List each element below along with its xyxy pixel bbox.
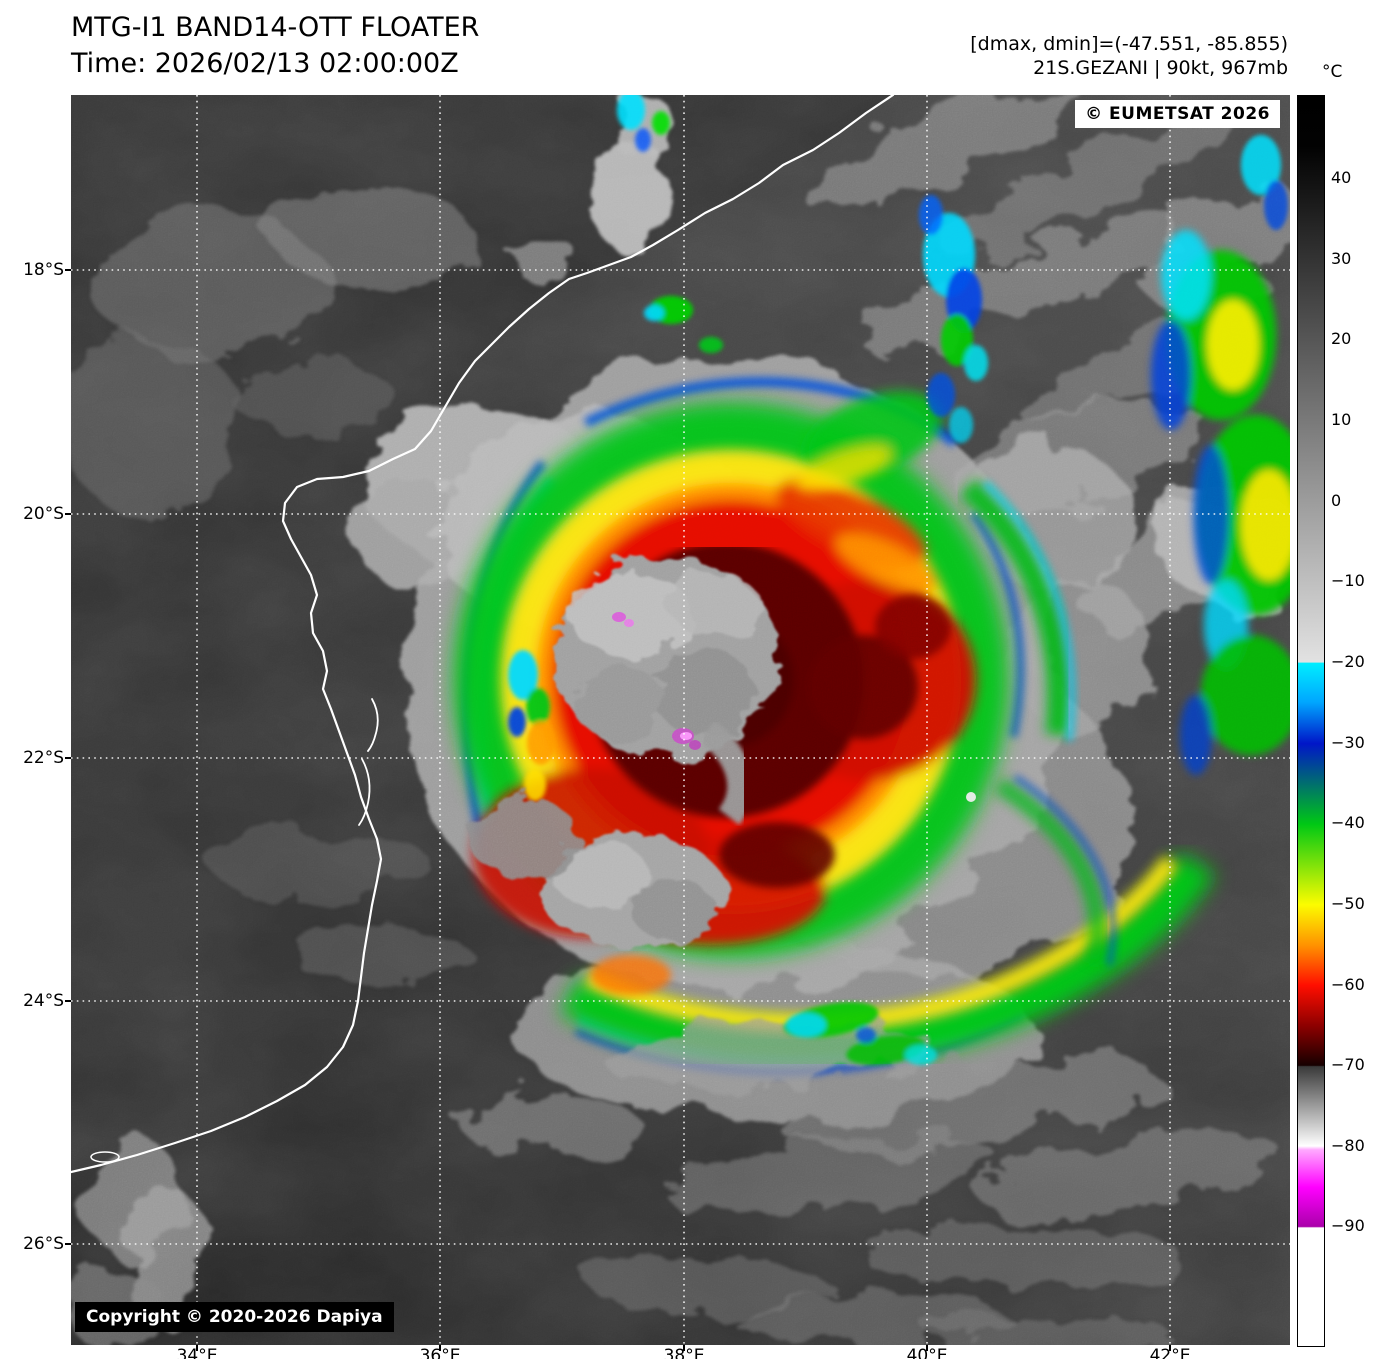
- colorbar-tick-label: 20: [1331, 329, 1352, 348]
- figure-title: MTG-I1 BAND14-OTT FLOATER: [71, 12, 480, 43]
- axis-tick: [196, 1345, 198, 1351]
- colorbar-tick-label: −70: [1331, 1055, 1365, 1074]
- axis-tick: [439, 1345, 441, 1351]
- axis-tick: [65, 269, 71, 271]
- axis-tick: [65, 1000, 71, 1002]
- lon-tick-label: 34°E: [176, 1346, 218, 1359]
- storm-readout: 21S.GEZANI | 90kt, 967mb: [1033, 57, 1288, 79]
- lon-tick-label: 40°E: [906, 1346, 948, 1359]
- lat-tick-label: 18°S: [23, 260, 64, 280]
- colorbar-tick-label: −60: [1331, 975, 1365, 994]
- satellite-map: © EUMETSAT 2026 Copyright © 2020-2026 Da…: [71, 95, 1290, 1345]
- colorbar-tick-label: −30: [1331, 733, 1365, 752]
- colorbar-tick-label: 0: [1331, 491, 1342, 510]
- lat-tick-label: 24°S: [23, 991, 64, 1011]
- axis-tick: [683, 1345, 685, 1351]
- coastline: [71, 95, 895, 1174]
- lon-tick-label: 38°E: [663, 1346, 705, 1359]
- colorbar-tick-label: 10: [1331, 410, 1352, 429]
- axis-tick: [1169, 1345, 1171, 1351]
- satellite-scene: [71, 95, 1290, 1345]
- axis-tick: [65, 757, 71, 759]
- lat-tick-label: 26°S: [23, 1234, 64, 1254]
- lon-tick-label: 42°E: [1149, 1346, 1191, 1359]
- axis-tick: [65, 1243, 71, 1245]
- lat-tick-label: 20°S: [23, 504, 64, 524]
- axis-tick: [65, 513, 71, 515]
- axis-tick: [926, 1345, 928, 1351]
- colorbar-tick-label: 30: [1331, 249, 1352, 268]
- colorbar-tick-label: −90: [1331, 1216, 1365, 1235]
- temperature-colorbar: [1297, 95, 1325, 1347]
- colorbar-tick-label: −80: [1331, 1136, 1365, 1155]
- provider-credit-badge: © EUMETSAT 2026: [1075, 100, 1280, 128]
- colorbar-tick-label: −10: [1331, 571, 1365, 590]
- colorbar-tick-label: −20: [1331, 652, 1365, 671]
- copyright-badge: Copyright © 2020-2026 Dapiya: [75, 1302, 394, 1332]
- dmax-dmin-readout: [dmax, dmin]=(-47.551, -85.855): [970, 33, 1288, 55]
- lon-tick-label: 36°E: [419, 1346, 461, 1359]
- colorbar-tick-label: −50: [1331, 894, 1365, 913]
- latlon-grid: [71, 95, 1290, 1345]
- colorbar-tick-label: 40: [1331, 168, 1352, 187]
- sensor-grain: [71, 95, 1290, 1345]
- lat-tick-label: 22°S: [23, 748, 64, 768]
- figure-timestamp: Time: 2026/02/13 02:00:00Z: [71, 48, 459, 79]
- colorbar-tick-label: −40: [1331, 813, 1365, 832]
- colorbar-unit: °C: [1322, 62, 1343, 82]
